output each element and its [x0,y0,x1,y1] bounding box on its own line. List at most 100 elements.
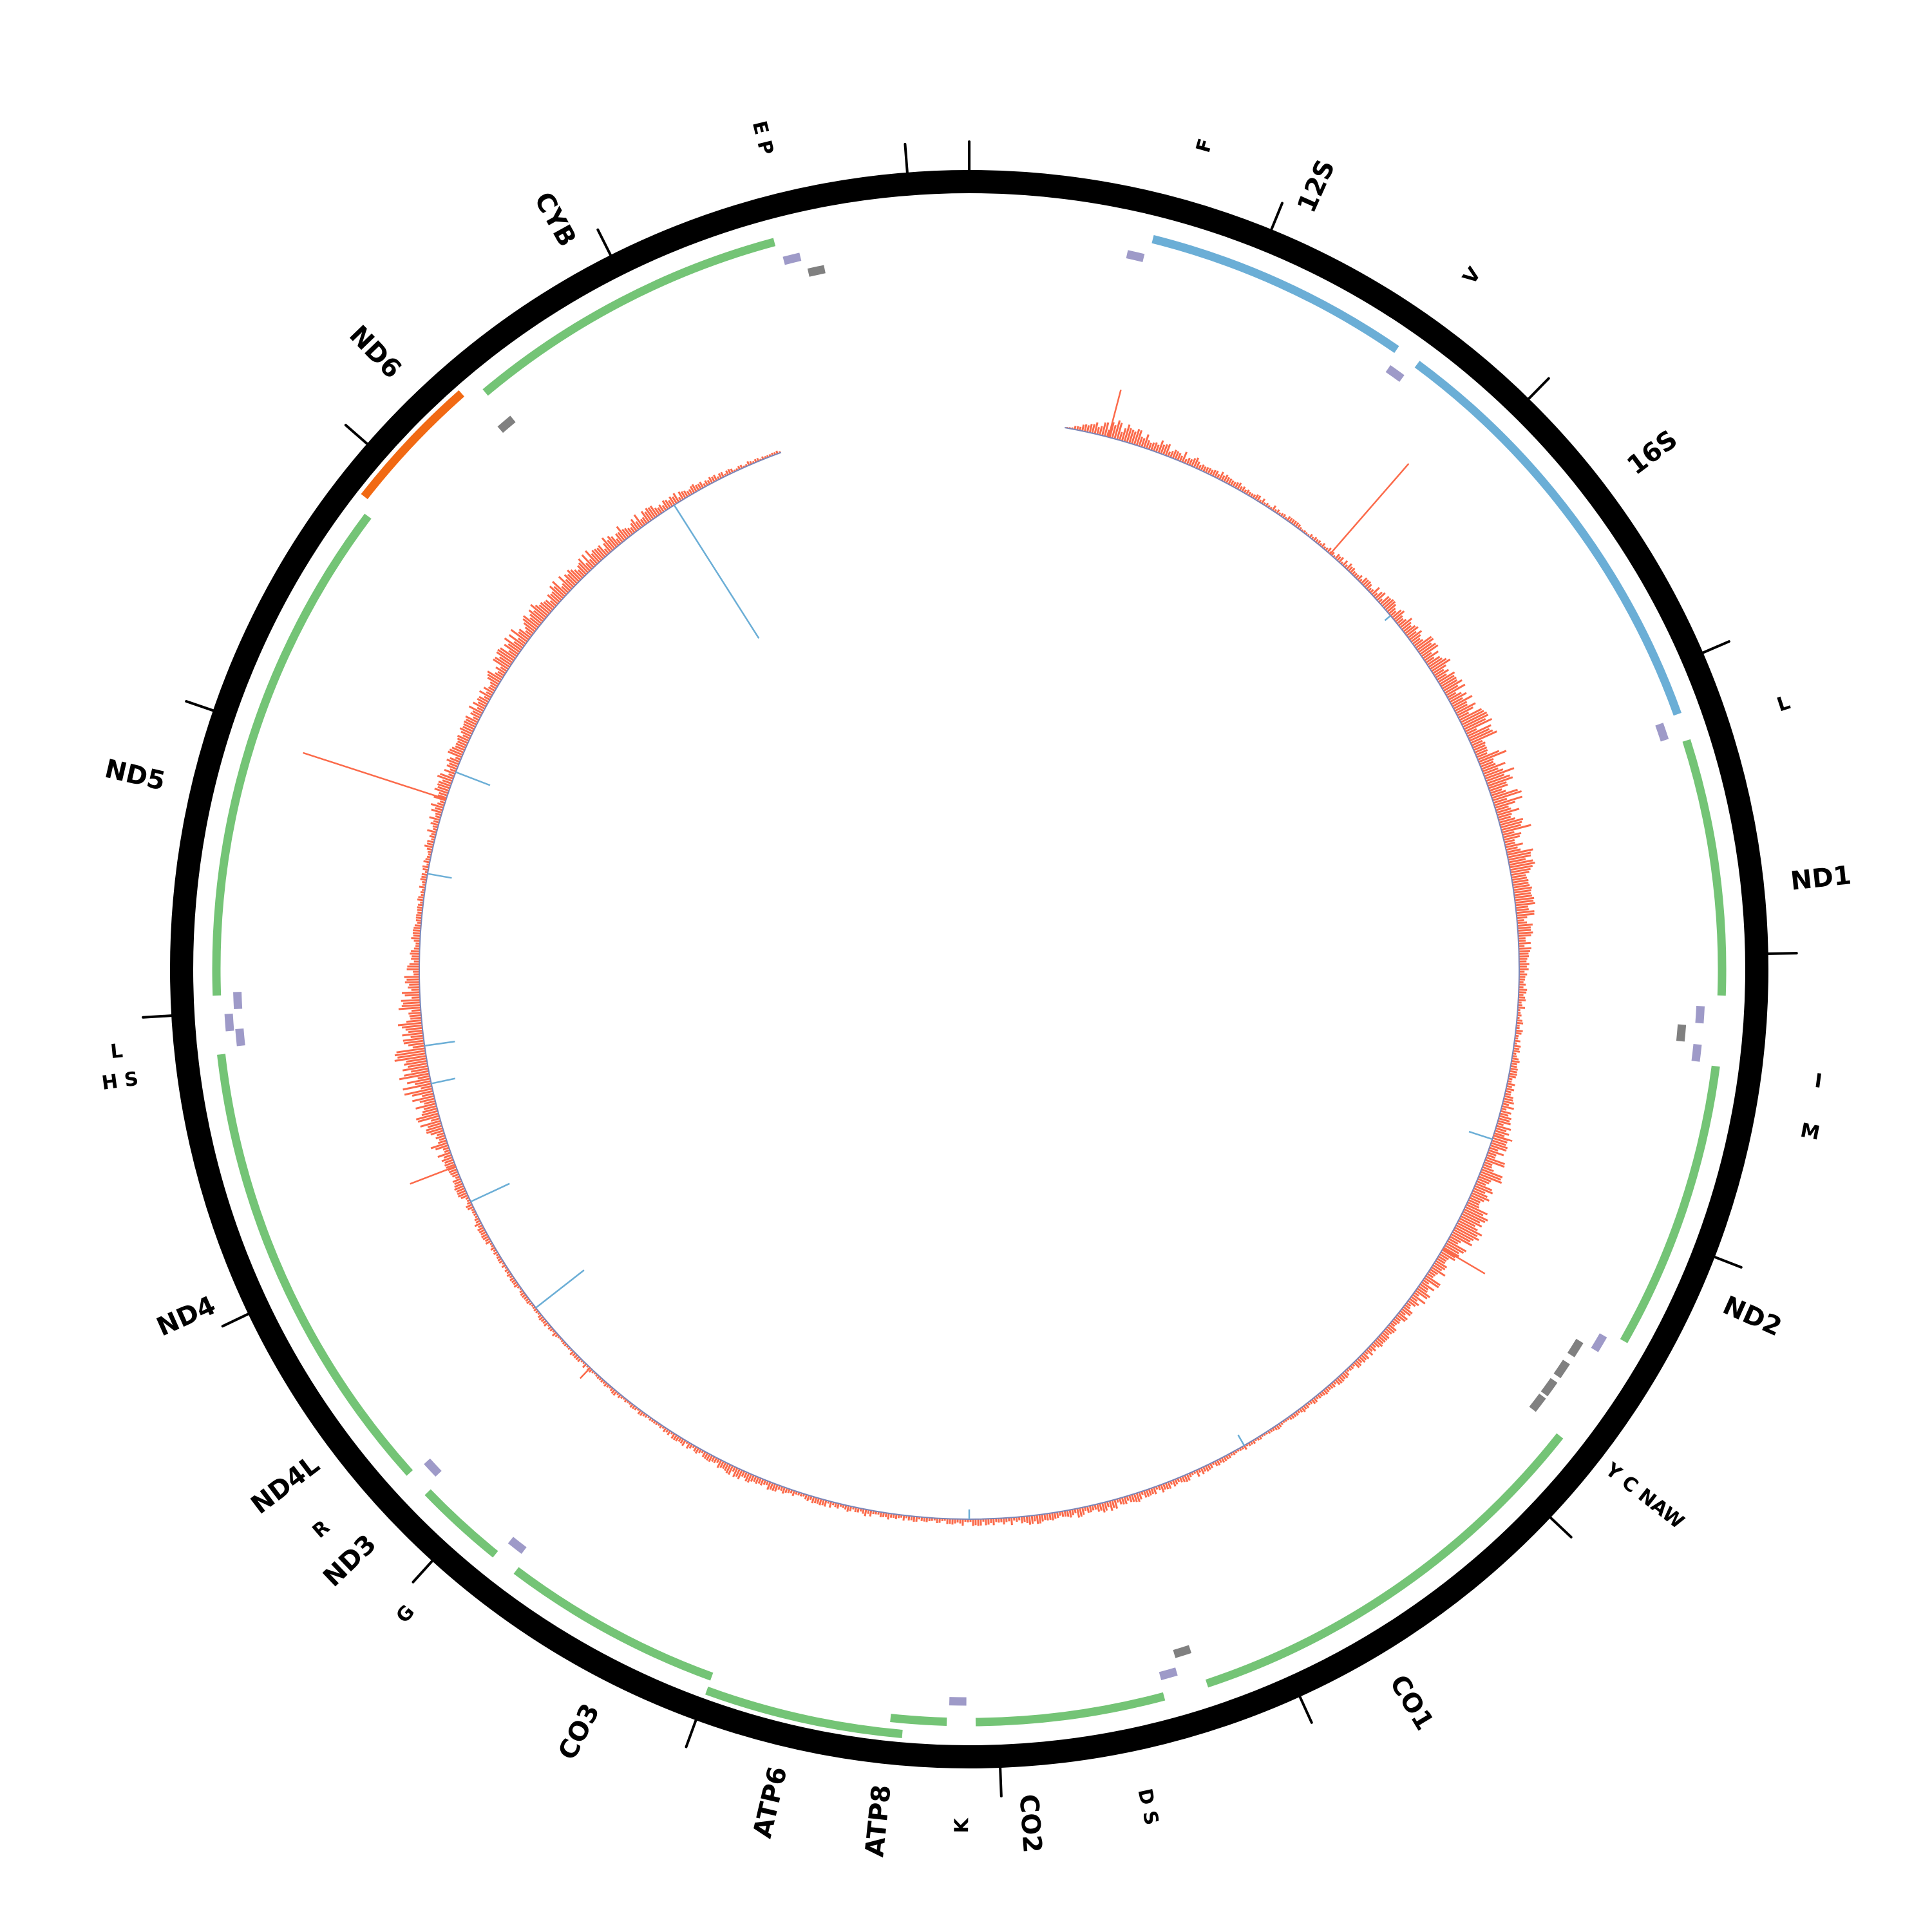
feature-atp6 [705,1687,903,1738]
feature-label: Y C NAW [1600,1458,1688,1533]
coverage-minus-spike [431,1077,456,1084]
coverage-plus-spike [579,1367,591,1379]
coverage-plus-spike [410,1165,457,1185]
tick-mark [344,424,372,448]
feature-12s [1151,234,1399,354]
feature-h [235,1028,245,1046]
tick-mark [412,1557,437,1584]
feature-label: V [1459,263,1486,289]
feature-label: CO2 [1014,1794,1047,1854]
feature-c [1540,1378,1558,1397]
coverage-minus-spike [1237,1434,1245,1446]
feature-label: 16S [1622,424,1683,481]
coverage-minus-spike [470,1182,510,1203]
coverage-minus-spike [673,504,760,639]
feature-label: CO3 [553,1699,605,1765]
feature-labels: F 12S V 16S L ND1 I M ND2 Y C NAW CO1 D S CO2 K ATP8 AT… [100,118,1853,1858]
tick-mark [685,1715,699,1748]
feature-label: D S [1133,1786,1162,1827]
feature-label: CO1 [1384,1670,1439,1736]
coverage-plus-spike [1442,1248,1486,1274]
feature-cyb [482,238,776,396]
feature-s [224,1013,234,1032]
feature-co2 [975,1692,1166,1727]
tick-mark [1297,1692,1313,1724]
feature-w [1591,1333,1607,1352]
feature-label: ND2 [1718,1291,1786,1342]
feature-t [782,252,802,265]
tick-mark [185,700,218,714]
tick-mark [1546,1513,1573,1539]
feature-atp8 [890,1714,947,1726]
feature-label: F [1192,137,1217,155]
tick-mark [221,1311,253,1328]
feature-label: M [1799,1119,1822,1145]
feature-q [1676,1024,1687,1042]
feature-s [1173,1645,1192,1658]
feature-g [507,1537,527,1554]
tick-mark [1710,1254,1743,1269]
feature-r [424,1458,442,1477]
feature-label: ND4L [245,1450,325,1520]
feature-y [1529,1393,1546,1412]
feature-f [1126,250,1145,263]
feature-label: ND6 [343,320,407,384]
feature-label: 12S [1292,155,1341,217]
tick-mark [1698,640,1730,656]
tick-mark [1763,952,1798,956]
tick-mark [142,1014,177,1019]
coverage-baseline [419,426,1520,1520]
feature-track [212,234,1727,1738]
feature-d [1159,1667,1178,1680]
feature-label: L [109,1039,124,1063]
feature-l [1655,723,1669,742]
feature-nd3 [424,1489,498,1558]
feature-nd4 [217,1054,364,1414]
feature-nd4l [357,1409,413,1476]
feature-p [807,265,826,277]
feature-label: ATP8 [860,1783,896,1858]
feature-nd2 [1620,1065,1720,1343]
coverage-track [303,389,1535,1526]
feature-i [1695,1005,1705,1024]
coverage-minus-spike [535,1269,585,1309]
coverage-minus-spike [1384,615,1392,621]
feature-e [497,415,516,433]
coverage-plus-spike [1108,389,1122,438]
coverage-minus-spike [1468,1130,1493,1141]
feature-label: K [951,1817,973,1833]
feature-16s [1414,361,1682,716]
feature-label: ND1 [1789,860,1853,896]
feature-label: L [1774,691,1793,716]
coverage-plus-spike [303,752,447,800]
feature-m [1691,1043,1702,1062]
feature-label: R [308,1516,334,1543]
tick-marks [142,140,1798,1798]
feature-label: ND5 [102,754,167,797]
feature-label: I [1814,1070,1824,1093]
tick-mark [1524,377,1550,403]
feature-label: G [392,1601,419,1628]
feature-label: H S [100,1068,140,1095]
tick-mark [1269,202,1283,234]
coverage-minus-spike [427,873,452,879]
feature-nd5 [212,513,372,996]
feature-co1 [1205,1433,1564,1688]
coverage-plus-spike [1493,1134,1513,1142]
feature-label: ND4 [153,1291,220,1342]
tick-mark [596,228,614,260]
feature-n [1553,1359,1570,1379]
tick-mark [904,142,909,178]
feature-label: ATP6 [748,1764,793,1841]
feature-label: E P [748,118,778,157]
feature-co3 [513,1567,714,1681]
coverage-minus-spike [424,1041,455,1047]
tick-mark [998,1763,1003,1798]
feature-a [1567,1338,1584,1358]
feature-nd1 [1682,739,1727,996]
genome-backbone-ring [170,170,1768,1768]
coverage-minus-spike [455,771,491,786]
feature-label: CYB [528,187,582,252]
